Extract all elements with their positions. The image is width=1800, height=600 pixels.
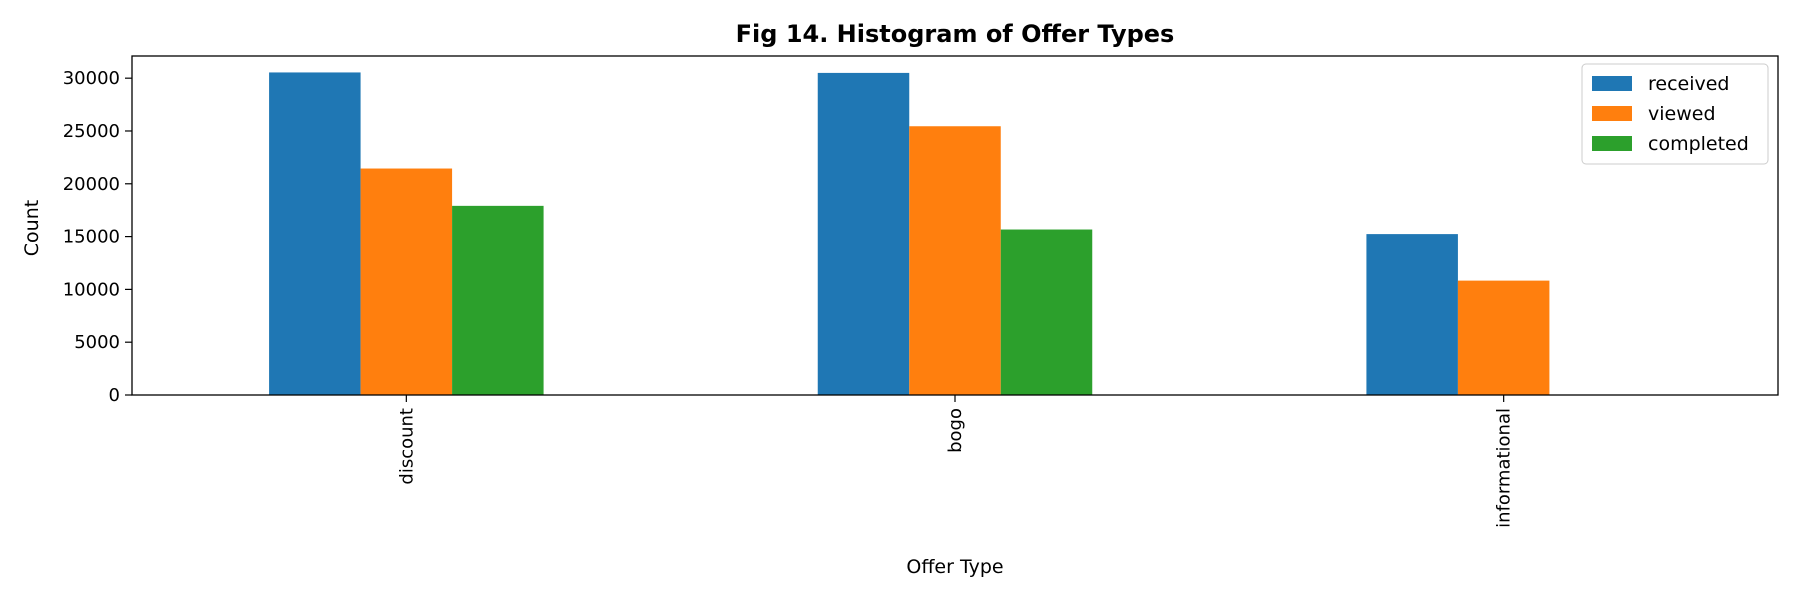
x-tick-label: informational [1494,408,1515,528]
y-tick-label: 20000 [63,174,120,195]
x-axis-label: Offer Type [906,556,1003,578]
x-tick-label: discount [396,408,417,485]
legend-label-viewed: viewed [1648,103,1716,125]
bar-completed-bogo [1000,229,1093,395]
y-tick-label: 5000 [74,332,120,353]
legend-label-received: received [1648,73,1730,95]
legend-label-completed: completed [1648,133,1749,155]
axes-layer: 0 5000 10000 15000 20000 25000 30000 discount bo… [63,55,1779,528]
x-tick-label: bogo [945,408,966,453]
chart-title: Fig 14. Histogram of Offer Types [736,20,1175,48]
bar-viewed-discount [360,168,453,395]
bars-layer [269,72,1550,395]
legend-swatch-completed [1592,136,1632,151]
legend-swatch-received [1592,76,1632,91]
bar-completed-discount [452,205,544,395]
y-tick-label: 10000 [63,279,120,300]
y-tick-label: 0 [109,385,120,406]
y-axis-label: Count [21,200,43,256]
bar-viewed-bogo [909,126,1001,395]
bar-received-bogo [817,72,910,395]
bar-received-informational [1366,234,1458,395]
bar-viewed-informational [1457,280,1550,395]
bar-received-discount [269,72,361,395]
y-tick-label: 25000 [63,121,120,142]
y-tick-label: 15000 [63,227,120,248]
legend-swatch-viewed [1592,106,1632,121]
legend: received viewed completed [1581,63,1769,165]
y-tick-label: 30000 [63,68,120,89]
